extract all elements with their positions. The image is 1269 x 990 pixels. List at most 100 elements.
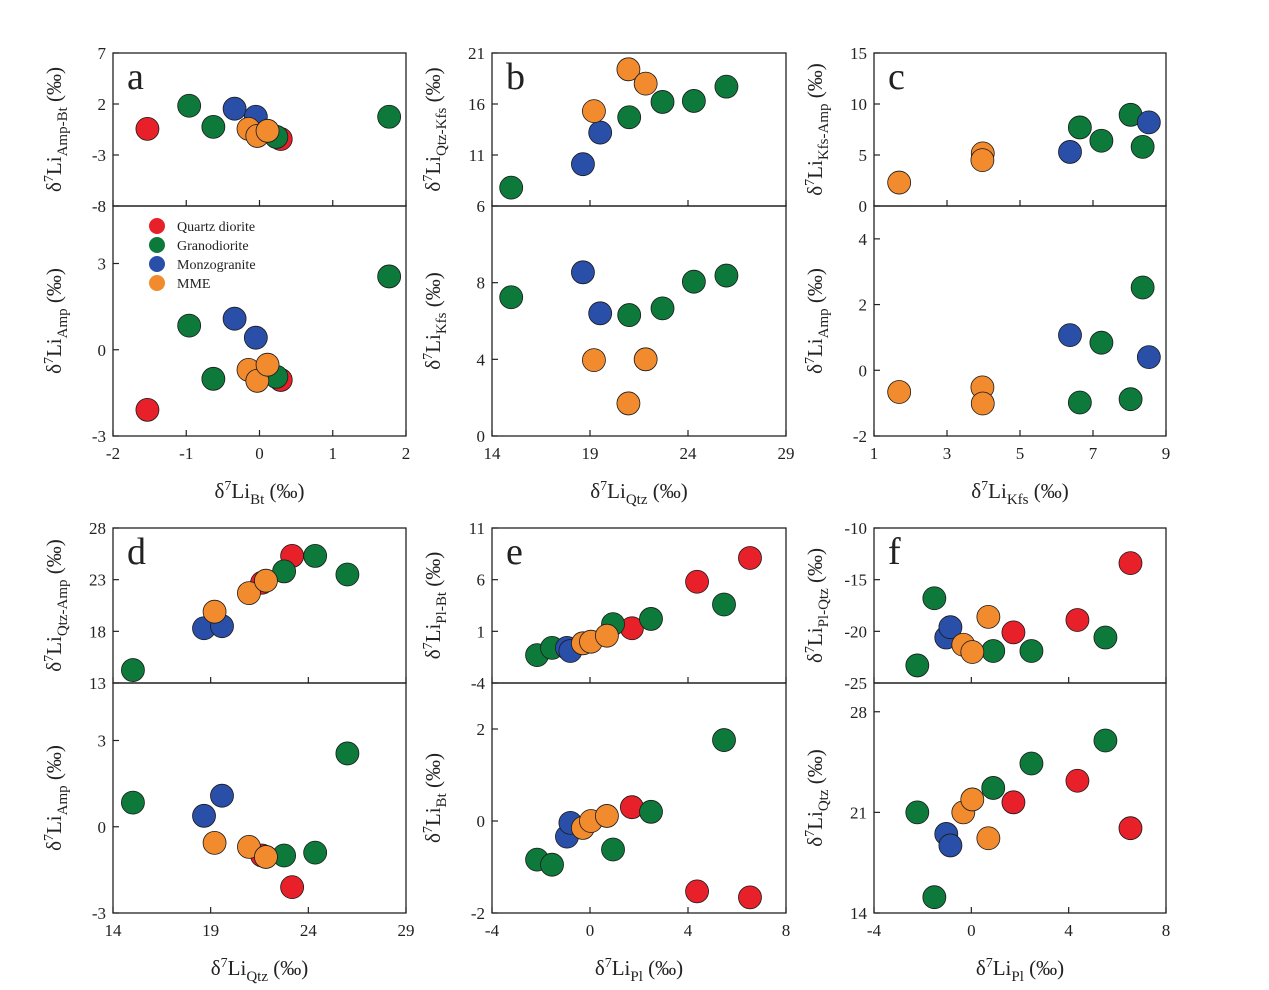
y-tick-label: 11 (469, 519, 485, 538)
y-tick-label: 2 (859, 296, 868, 315)
legend-marker (149, 256, 165, 272)
x-tick-label: 0 (255, 444, 264, 463)
y-tick-label: 3 (98, 732, 107, 751)
y-tick-label: 2 (477, 720, 486, 739)
point-granodiorite (303, 544, 328, 568)
point-mme (887, 170, 912, 195)
point-monzogranite (1058, 323, 1082, 348)
point-granodiorite (681, 269, 706, 294)
plot-frame (112, 527, 407, 684)
point-quartz-diorite (1065, 608, 1090, 632)
point-mme (633, 347, 658, 372)
y-tick-label: 16 (468, 95, 485, 114)
y-tick-label: 0 (98, 818, 107, 837)
panel-a: -8 -3 2 7 δ7LiAmp-Bt (‰) -3 0 3 δ7LiAmp (‰) Quart… (42, 44, 410, 508)
y-tick-label: 0 (859, 361, 868, 380)
point-granodiorite (201, 366, 226, 391)
point-mme (960, 640, 985, 664)
x-tick-label: 1 (329, 444, 338, 463)
legend-label: Granodiorite (177, 239, 249, 254)
subplot-top: 13 18 23 28 δ7LiQtz-Amp (‰) (42, 519, 407, 693)
point-mme (237, 581, 261, 605)
point-quartz-diorite (1118, 816, 1143, 841)
x-axis-label: δ7LiQtz (‰) (211, 956, 309, 985)
panel-b: 6 11 16 21 δ7LiQtz-Kfs (‰) 0 4 8 δ7LiKfs (‰) 14 19… (421, 44, 795, 508)
x-tick-label: 1 (870, 444, 879, 463)
point-mme (582, 99, 606, 124)
y-tick-label: 18 (89, 622, 106, 641)
x-tick-label: 24 (300, 921, 318, 940)
x-tick-label: 9 (1162, 444, 1171, 463)
x-tick-label: -4 (485, 921, 500, 940)
y-tick-label: -25 (844, 674, 867, 693)
point-granodiorite (905, 653, 930, 678)
x-tick-label: 14 (105, 921, 123, 940)
point-granodiorite (499, 285, 524, 310)
point-granodiorite (121, 790, 145, 815)
point-mme (202, 830, 227, 855)
point-granodiorite (1067, 390, 1092, 415)
y-axis-label: δ7LiKfs-Amp (‰) (803, 63, 832, 196)
legend-marker (149, 275, 165, 291)
y-tick-label: -3 (92, 146, 106, 165)
point-granodiorite (905, 800, 930, 825)
y-tick-label: 11 (469, 146, 485, 165)
point-granodiorite (981, 776, 1006, 800)
point-monzogranite (588, 120, 613, 145)
y-tick-label: -2 (853, 427, 867, 446)
point-monzogranite (243, 325, 268, 350)
panel-letter: e (506, 531, 523, 573)
subplot-bottom: -3 0 3 δ7LiAmp (‰) Quartz diorite Granodiorit… (42, 205, 407, 446)
panel-f: -25 -20 -15 -10 δ7LiPl-Qtz (‰) 14 21 28 δ7LiQtz … (803, 519, 1170, 985)
subplot-top: 0 5 10 15 δ7LiKfs-Amp (‰) (803, 44, 1167, 216)
y-tick-label: 8 (477, 274, 486, 293)
y-tick-label: -20 (844, 622, 867, 641)
point-granodiorite (712, 592, 736, 617)
point-granodiorite (177, 93, 202, 118)
x-tick-label: 29 (398, 921, 415, 940)
plot-frame (112, 682, 407, 914)
x-tick-label: 0 (967, 921, 976, 940)
point-quartz-diorite (685, 879, 709, 904)
x-tick-label: 8 (1162, 921, 1171, 940)
y-axis-label: δ7LiQtz (‰) (803, 749, 832, 847)
y-axis-label: δ7LiKfs (‰) (421, 272, 450, 370)
y-tick-label: -4 (471, 674, 486, 693)
panel-letter: d (127, 531, 146, 573)
point-granodiorite (1118, 387, 1143, 412)
y-axis-label: δ7LiPl-Bt (‰) (421, 552, 450, 660)
point-granodiorite (601, 837, 625, 862)
y-tick-label: -8 (92, 197, 106, 216)
point-granodiorite (377, 104, 402, 129)
point-quartz-diorite (1118, 551, 1143, 576)
x-tick-label: 8 (782, 921, 791, 940)
point-monzogranite (1136, 110, 1161, 135)
x-tick-label: 29 (778, 444, 795, 463)
point-mme (582, 348, 606, 373)
point-monzogranite (588, 301, 613, 326)
x-axis-label: δ7LiQtz (‰) (590, 479, 688, 508)
legend-label: MME (177, 277, 210, 292)
subplot-top: -4 1 6 11 δ7LiPl-Bt (‰) (421, 519, 787, 693)
point-granodiorite (617, 303, 642, 327)
y-tick-label: -3 (92, 427, 106, 446)
y-axis-label: δ7LiQtz-Amp (‰) (42, 539, 71, 671)
point-granodiorite (335, 562, 360, 587)
point-granodiorite (121, 658, 145, 682)
point-granodiorite (617, 105, 642, 130)
point-granodiorite (1019, 751, 1044, 776)
y-tick-label: 4 (859, 230, 868, 249)
panel-letter: c (888, 56, 905, 98)
y-tick-label: 3 (98, 255, 107, 274)
point-granodiorite (540, 852, 564, 877)
point-granodiorite (177, 313, 202, 338)
panel-c: 0 5 10 15 δ7LiKfs-Amp (‰) -2 0 2 4 δ7LiAmp (‰) 1 3 5… (803, 44, 1170, 508)
y-tick-label: 5 (859, 146, 868, 165)
y-tick-label: 23 (89, 571, 106, 590)
y-tick-label: -10 (844, 519, 867, 538)
y-tick-label: 0 (477, 812, 486, 831)
y-axis-label: δ7LiAmp (‰) (42, 268, 71, 374)
x-tick-label: 4 (684, 921, 693, 940)
point-mme (254, 845, 278, 869)
point-mme (633, 71, 658, 96)
